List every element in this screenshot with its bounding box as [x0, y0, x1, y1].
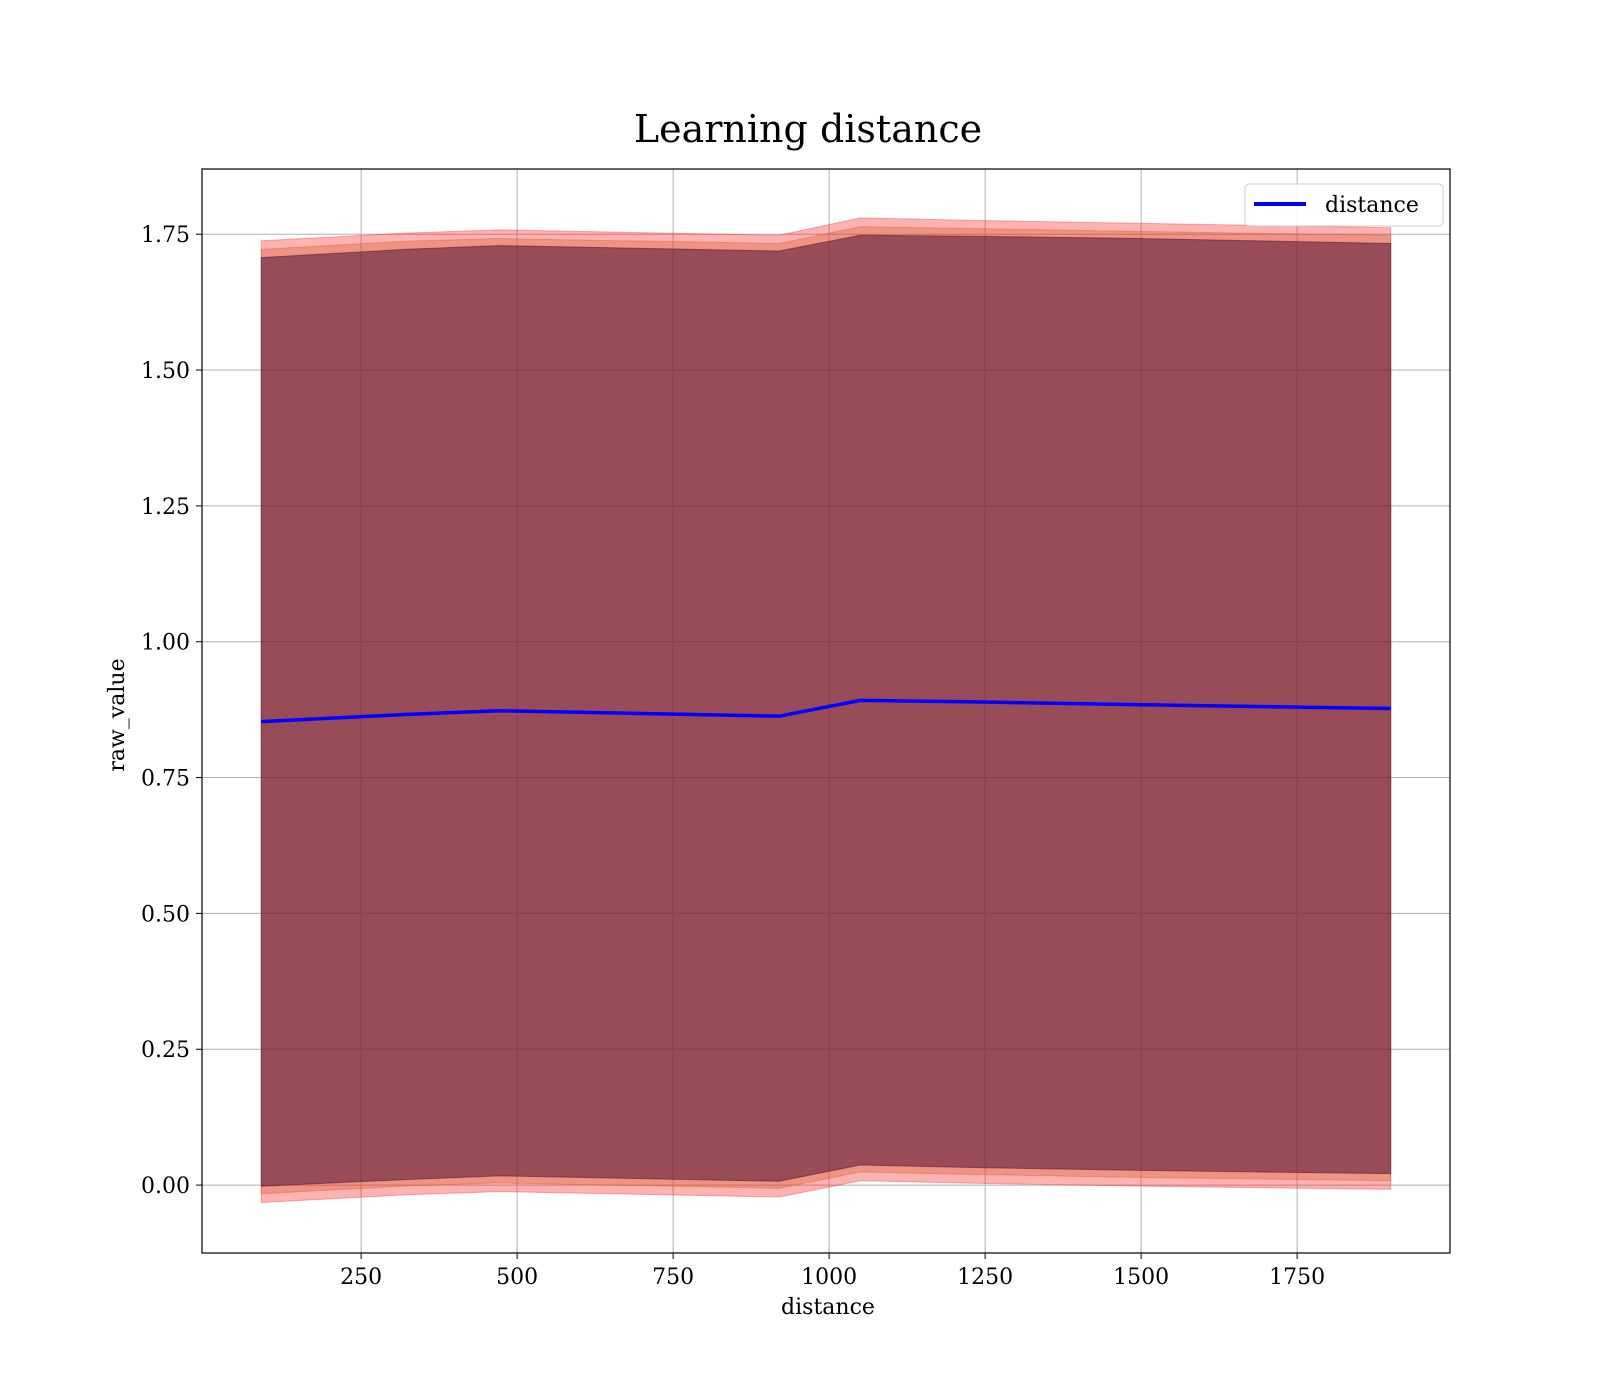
legend: distance [1244, 183, 1444, 227]
y-tick-label: 0.75 [141, 767, 190, 792]
x-tick-label: 1500 [1113, 1265, 1169, 1290]
x-axis-ticks: 250 500 750 1000 1250 1500 1750 [340, 1253, 1325, 1290]
x-tick-label: 500 [496, 1265, 538, 1290]
y-tick-label: 1.75 [141, 223, 190, 248]
y-axis-ticks: 0.00 0.25 0.50 0.75 1.00 1.25 1.50 1.75 [141, 223, 202, 1199]
chart-title: Learning distance [634, 107, 982, 151]
y-tick-label: 0.50 [141, 902, 190, 927]
x-tick-label: 1000 [801, 1265, 857, 1290]
x-tick-label: 750 [652, 1265, 694, 1290]
y-axis-label: raw_value [105, 658, 130, 771]
x-tick-label: 250 [340, 1265, 382, 1290]
y-tick-label: 1.25 [141, 495, 190, 520]
y-tick-label: 0.00 [141, 1174, 190, 1199]
legend-box [1244, 183, 1444, 227]
y-tick-label: 1.50 [141, 359, 190, 384]
x-tick-label: 1250 [957, 1265, 1013, 1290]
series-lines [261, 698, 1391, 724]
x-tick-label: 1750 [1269, 1265, 1325, 1290]
x-axis-label: distance [781, 1295, 875, 1320]
y-tick-label: 0.25 [141, 1038, 190, 1063]
y-tick-label: 1.00 [141, 631, 190, 656]
confidence-bands [260, 217, 1392, 1203]
confidence-band-3 [260, 234, 1392, 1187]
series-line-distance [261, 698, 1391, 724]
legend-entry: distance [1325, 193, 1419, 218]
plot-frame [201, 168, 1451, 1254]
